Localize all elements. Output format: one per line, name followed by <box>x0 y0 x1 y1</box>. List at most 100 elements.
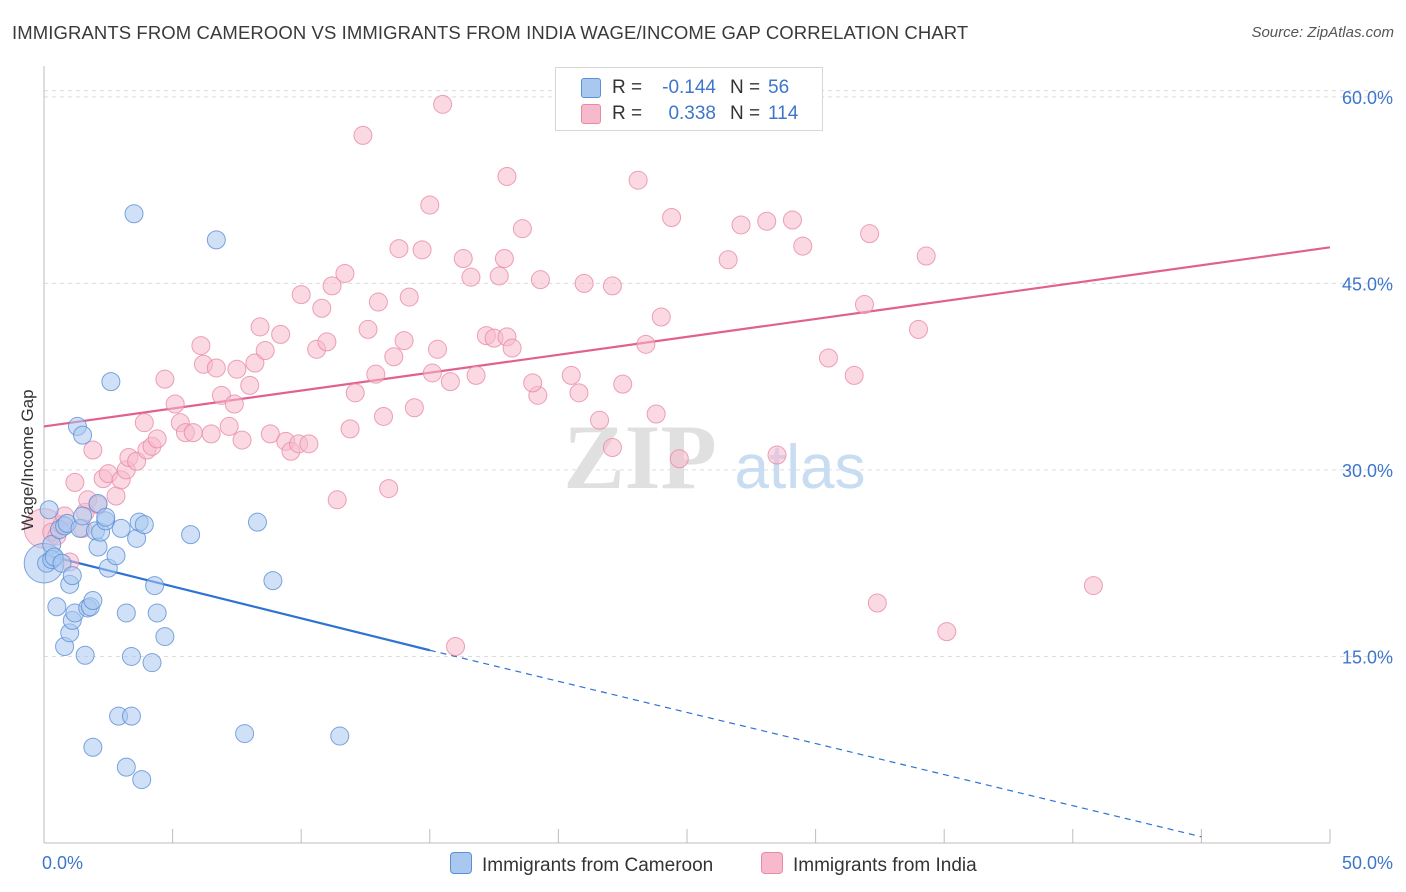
india-point <box>255 341 275 361</box>
india-point <box>240 375 260 395</box>
cameroon-point <box>62 566 82 586</box>
india-point <box>366 364 386 384</box>
cameroon-point <box>155 627 175 647</box>
india-point <box>937 622 957 642</box>
cameroon-point <box>47 597 67 617</box>
cameroon-point <box>116 603 136 623</box>
cameroon-point <box>121 646 141 666</box>
legend-item-cameroon[interactable]: Immigrants from Cameroon <box>450 852 713 876</box>
india-point <box>512 219 532 239</box>
india-point <box>83 440 103 460</box>
india-point <box>389 239 409 259</box>
india-point <box>379 479 399 499</box>
india-point <box>497 166 517 186</box>
india-point <box>155 369 175 389</box>
cameroon-trend-extension <box>429 649 1202 838</box>
chart-title: IMMIGRANTS FROM CAMEROON VS IMMIGRANTS F… <box>12 22 969 43</box>
india-point <box>628 170 648 190</box>
india-point <box>561 365 581 385</box>
india-point <box>412 240 432 260</box>
india-point <box>613 374 633 394</box>
cameroon-point <box>101 372 121 392</box>
cameroon-point <box>247 512 267 532</box>
india-point <box>590 410 610 430</box>
watermark-atlas: atlas <box>735 433 866 502</box>
cameroon-point <box>181 525 201 545</box>
india-point <box>368 292 388 312</box>
india-point <box>404 398 424 418</box>
india-point <box>191 336 211 356</box>
legend-swatch-cameroon <box>450 852 472 874</box>
india-point <box>854 295 874 315</box>
x-tick-label: 0.0% <box>42 853 83 873</box>
india-point <box>250 317 270 337</box>
cameroon-point <box>96 507 116 527</box>
india-point <box>916 246 936 266</box>
india-point <box>757 211 777 231</box>
cameroon-point <box>83 591 103 611</box>
india-point <box>183 423 203 443</box>
india-point <box>669 449 689 469</box>
cameroon-point <box>39 500 59 520</box>
legend-item-india[interactable]: Immigrants from India <box>761 852 977 876</box>
india-point <box>651 307 671 327</box>
cameroon-point <box>116 757 136 777</box>
india-point <box>502 338 522 358</box>
india-point <box>340 419 360 439</box>
india-point <box>844 365 864 385</box>
india-point <box>428 339 448 359</box>
india-point <box>718 250 738 270</box>
cameroon-point <box>145 576 165 596</box>
india-point <box>422 363 442 383</box>
legend-label-india: Immigrants from India <box>793 855 977 876</box>
y-tick-label: 45.0% <box>1342 274 1393 294</box>
india-point <box>767 445 787 465</box>
india-point <box>782 210 802 230</box>
india-point <box>461 267 481 287</box>
india-point <box>291 285 311 305</box>
india-point <box>523 373 543 393</box>
india-point <box>245 353 265 373</box>
india-point <box>453 249 473 269</box>
india-point <box>602 438 622 458</box>
india-point <box>201 424 221 444</box>
india-point <box>602 276 622 296</box>
india-point <box>569 383 589 403</box>
india-point <box>574 273 594 293</box>
cameroon-point <box>111 518 131 538</box>
india-swatch <box>581 104 601 124</box>
india-point <box>908 319 928 339</box>
stats-row-india: R = 0.338 N = 114 <box>556 101 822 127</box>
cameroon-point <box>83 737 103 757</box>
india-point <box>353 125 373 145</box>
n-label: N = <box>730 77 761 98</box>
n-value: 56 <box>768 77 790 98</box>
india-point <box>374 406 394 426</box>
india-point <box>206 358 226 378</box>
stats-box: R = -0.144 N = 56 R = 0.338 N = 114 <box>555 67 823 131</box>
cameroon-point <box>73 425 93 445</box>
x-tick-label: 50.0% <box>1342 853 1393 873</box>
india-point <box>489 266 509 286</box>
y-tick-label: 60.0% <box>1342 88 1393 108</box>
cameroon-point <box>134 515 154 535</box>
cameroon-point <box>75 645 95 665</box>
cameroon-point <box>121 706 141 726</box>
india-point <box>106 486 126 506</box>
n-label: N = <box>730 103 761 124</box>
india-point <box>345 383 365 403</box>
india-point <box>793 236 813 256</box>
india-point <box>530 270 550 290</box>
india-point <box>65 472 85 492</box>
cameroon-point <box>73 506 93 526</box>
india-point <box>271 324 291 344</box>
india-point <box>224 394 244 414</box>
r-value: 0.338 <box>668 103 716 124</box>
n-value: 114 <box>768 103 799 124</box>
india-point <box>662 207 682 227</box>
cameroon-point <box>147 603 167 623</box>
india-point <box>312 298 332 318</box>
india-point <box>358 319 378 339</box>
cameroon-point <box>263 571 283 591</box>
